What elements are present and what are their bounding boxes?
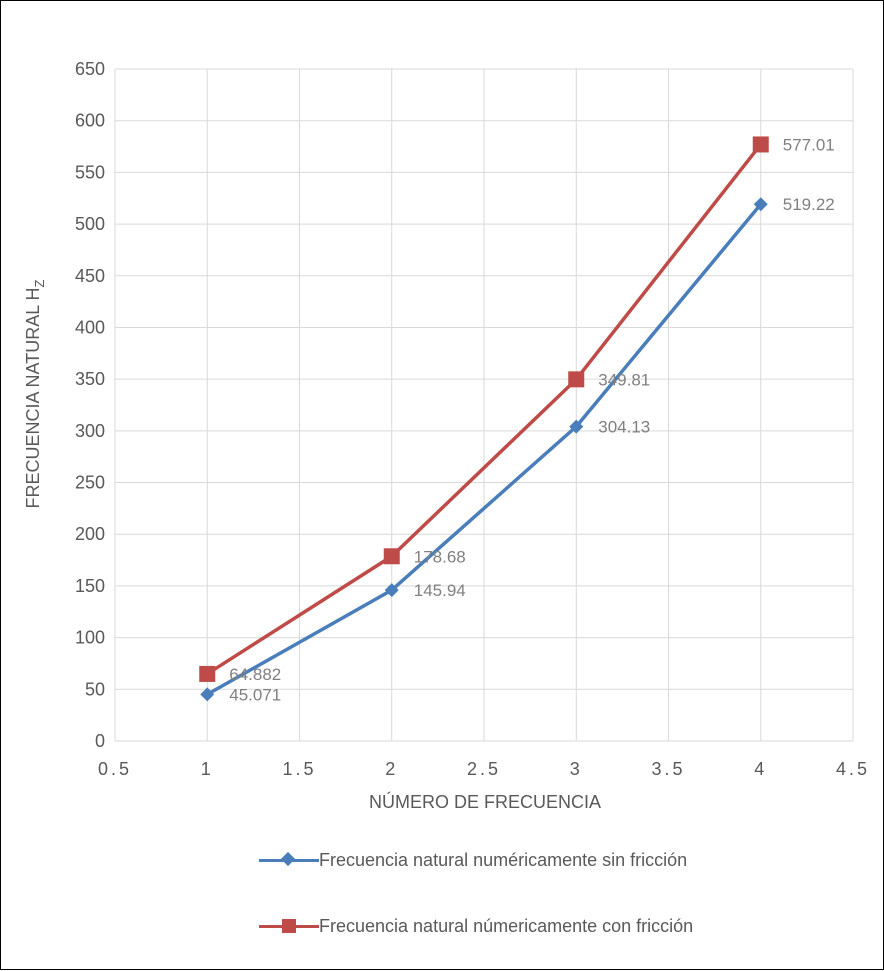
x-tick-label: 2.5 [467, 759, 501, 779]
y-axis-title: FRECUENCIA NATURAL HZ [23, 279, 47, 508]
y-tick-label: 400 [75, 317, 105, 337]
series-group [199, 136, 769, 702]
legend-item-1: Frecuencia natural numéricamente sin fri… [259, 847, 719, 874]
y-axis-title-subscript: Z [32, 279, 47, 287]
x-axis-ticks: 0.5 1 1.5 2 2.5 3 3.5 4 4.5 [98, 759, 870, 779]
data-point-square [752, 136, 769, 153]
y-tick-label: 650 [75, 59, 105, 79]
legend-key-2 [259, 913, 319, 939]
y-tick-label: 200 [75, 524, 105, 544]
data-label: 178.68 [414, 547, 466, 566]
data-label: 577.01 [783, 135, 835, 154]
grid [114, 68, 854, 742]
data-point-diamond [384, 583, 399, 598]
data-label: 64.882 [229, 665, 281, 684]
y-tick-label: 300 [75, 421, 105, 441]
y-tick-label: 500 [75, 214, 105, 234]
y-tick-label: 0 [95, 731, 105, 751]
x-tick-label: 1.5 [282, 759, 316, 779]
y-axis-ticks: 0 50 100 150 200 250 300 350 400 450 500 550 600 650 [75, 59, 105, 751]
x-tick-label: 1 [201, 759, 214, 779]
square-marker-icon [282, 919, 296, 933]
data-label: 45.071 [229, 685, 281, 704]
series-line-1 [206, 203, 763, 696]
x-tick-label: 2 [385, 759, 398, 779]
y-tick-label: 550 [75, 162, 105, 182]
data-label: 304.13 [598, 418, 650, 437]
legend-label-2: Frecuencia natural númericamente con fri… [319, 916, 694, 936]
x-tick-label: 3.5 [651, 759, 685, 779]
y-tick-label: 50 [85, 679, 105, 699]
y-tick-label: 350 [75, 369, 105, 389]
legend-item-2: Frecuencia natural númericamente con fri… [259, 913, 719, 940]
x-tick-label: 4.5 [836, 759, 870, 779]
y-tick-label: 250 [75, 473, 105, 493]
y-tick-label: 450 [75, 266, 105, 286]
x-tick-label: 0.5 [98, 759, 132, 779]
legend-key-1 [259, 847, 319, 873]
data-label: 145.94 [414, 581, 466, 600]
data-point-diamond [753, 197, 768, 212]
data-label: 519.22 [783, 195, 835, 214]
x-axis-title: NÚMERO DE FRECUENCIA [369, 791, 601, 812]
data-point-square [568, 371, 585, 388]
data-point-diamond [569, 419, 584, 434]
data-point-square [199, 665, 216, 682]
data-point-square [383, 548, 400, 565]
y-tick-label: 150 [75, 576, 105, 596]
data-point-diamond [200, 687, 215, 702]
x-tick-label: 3 [570, 759, 583, 779]
y-tick-label: 100 [75, 628, 105, 648]
series-line-2 [206, 143, 763, 676]
diamond-marker-icon [280, 851, 296, 867]
x-tick-label: 4 [754, 759, 767, 779]
y-tick-label: 600 [75, 111, 105, 131]
data-label: 349.81 [598, 370, 650, 389]
legend-label-1: Frecuencia natural numéricamente sin fri… [319, 850, 688, 870]
data-labels: 45.071 145.94 304.13 519.22 64.882 178.68 349.… [229, 135, 835, 704]
y-axis-title-main: FRECUENCIA NATURAL H [23, 287, 43, 508]
